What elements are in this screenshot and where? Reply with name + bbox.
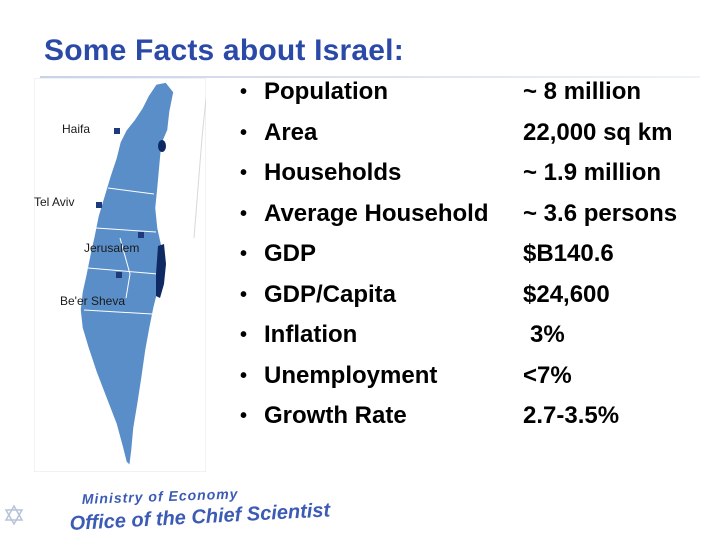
fact-value: 2.7-3.5% [523,402,620,429]
fact-value: ~ 8 million [523,78,642,105]
city-label-tel-aviv: Tel Aviv [34,195,74,209]
bullet-icon: • [240,283,248,306]
fact-label: Growth Rate [264,402,407,429]
sea-of-galilee-shape [158,140,166,152]
list-item: • Unemployment <7% [240,362,720,403]
fact-label: Unemployment [264,361,438,389]
bullet-icon: • [240,243,248,265]
fact-value: $B140.6 [523,240,614,267]
israel-land-shape [79,81,175,468]
israel-map: Haifa Tel Aviv Jerusalem Be'er Sheva [34,78,206,472]
bullet-icon: • [240,162,248,184]
office-logo: Ministry of Economy Office of the Chief … [4,488,332,535]
bullet-icon: • [240,405,248,427]
fact-label: Average Household [264,199,489,227]
slide-title: Some Facts about Israel: [44,34,404,67]
list-item: • Population ~ 8 million [240,78,720,119]
list-item: • GDP/Capita $24,600 [240,281,720,322]
list-item: • Inflation 3% [240,321,720,362]
jerusalem-marker [138,232,144,238]
fact-value: 3% [530,321,565,348]
title-divider [40,76,700,78]
fact-label: GDP/Capita [264,280,397,308]
beer-sheva-marker [116,272,122,278]
list-item: • Average Household ~ 3.6 persons [240,200,720,241]
fact-value: <7% [523,361,572,389]
bullet-icon: • [240,364,248,387]
star-of-david-icon [4,504,24,526]
dead-sea-shape [156,244,166,298]
fact-value: ~ 3.6 persons [523,199,678,227]
fact-label: GDP [264,240,317,267]
bullet-icon: • [240,81,248,103]
list-item: • Households ~ 1.9 million [240,159,720,200]
city-label-jerusalem: Jerusalem [84,241,139,255]
bullet-icon: • [240,202,248,225]
fact-value: $24,600 [523,280,610,308]
fact-label: Area [264,118,318,146]
logo-line-ministry: Ministry of Economy [82,488,239,507]
tel-aviv-marker [96,202,102,208]
bullet-icon: • [240,324,248,346]
fact-label: Population [264,78,388,105]
city-label-haifa: Haifa [62,122,90,136]
haifa-marker [114,128,120,134]
city-label-beer-sheva: Be'er Sheva [60,294,125,308]
list-item: • Growth Rate 2.7-3.5% [240,402,720,443]
list-item: • GDP $B140.6 [240,240,720,281]
fact-label: Households [264,159,402,186]
list-item: • Area 22,000 sq km [240,119,720,160]
fact-label: Inflation [264,321,358,348]
fact-value: ~ 1.9 million [523,159,662,186]
facts-list: • Population ~ 8 million • Area 22,000 s… [240,78,720,443]
fact-value: 22,000 sq km [523,118,673,146]
bullet-icon: • [240,121,248,144]
